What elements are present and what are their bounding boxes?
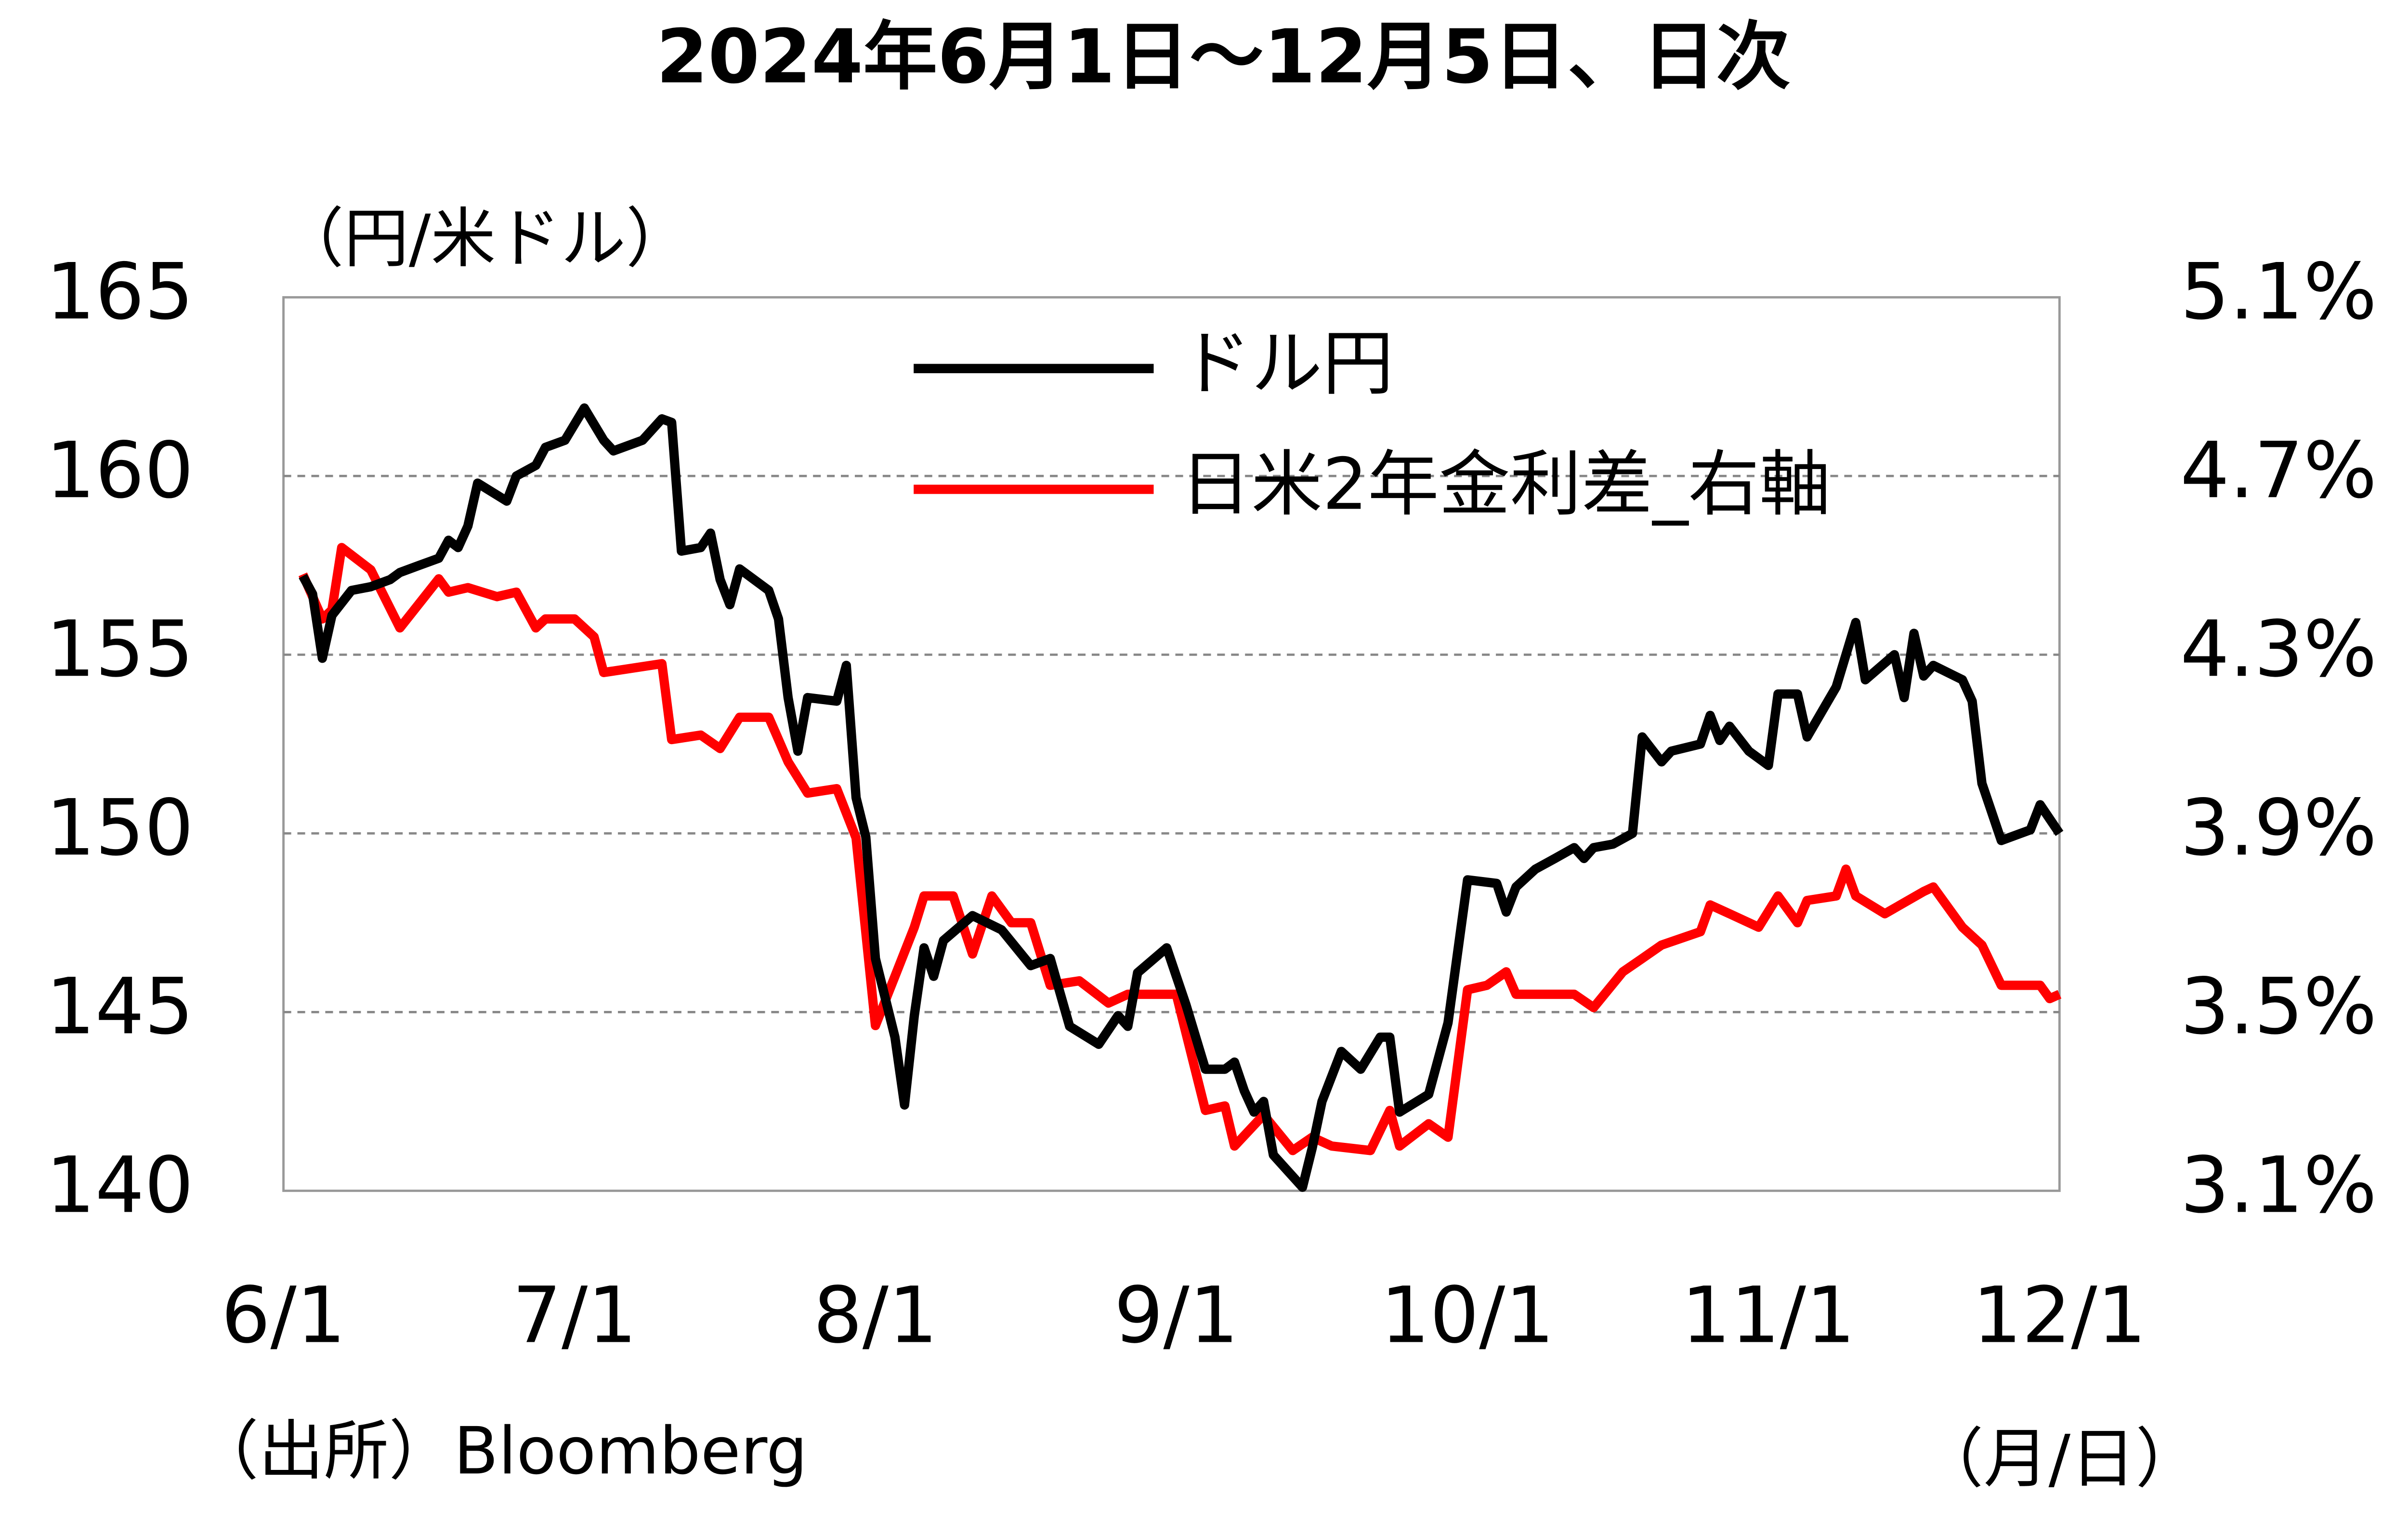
x-tick-label: 10/1 (1381, 1270, 1555, 1360)
y2-tick-label: 4.7% (2180, 425, 2377, 515)
y2-tick-label: 3.5% (2180, 961, 2377, 1051)
source: （出所）Bloomberg (194, 1413, 808, 1489)
y2-tick-label: 3.9% (2180, 783, 2377, 873)
line-series (299, 403, 2064, 1192)
x-tick-label: 7/1 (512, 1270, 637, 1360)
y-tick-label: 155 (46, 604, 194, 694)
x-tick-label: 9/1 (1114, 1270, 1239, 1360)
x-tick-label: 12/1 (1973, 1270, 2146, 1360)
legend-label: 日米2年金利差_右軸 (1180, 443, 1831, 526)
y2-tick-label: 3.1% (2180, 1140, 2377, 1230)
y-tick-label: 150 (46, 783, 194, 873)
x-tick-label: 11/1 (1681, 1270, 1855, 1360)
x-axis-unit: （月/日） (1919, 1421, 2201, 1496)
y2-tick-label: 4.3% (2180, 604, 2377, 694)
plot-area (282, 296, 2061, 1192)
y-tick-label: 145 (46, 961, 194, 1051)
legend-label: ドル円 (1180, 322, 1394, 405)
line-series (298, 543, 2062, 1155)
y-tick-label: 160 (46, 425, 194, 515)
x-tick-label: 6/1 (221, 1270, 346, 1360)
y-axis-label: （円/米ドル） (279, 201, 691, 276)
y-tick-label: 140 (46, 1140, 194, 1230)
chart-title: 2024年6月1日～12月5日、日次 (656, 14, 1791, 100)
y-tick-label: 165 (46, 247, 194, 337)
x-tick-label: 8/1 (813, 1270, 938, 1360)
y2-tick-label: 5.1% (2180, 247, 2377, 337)
